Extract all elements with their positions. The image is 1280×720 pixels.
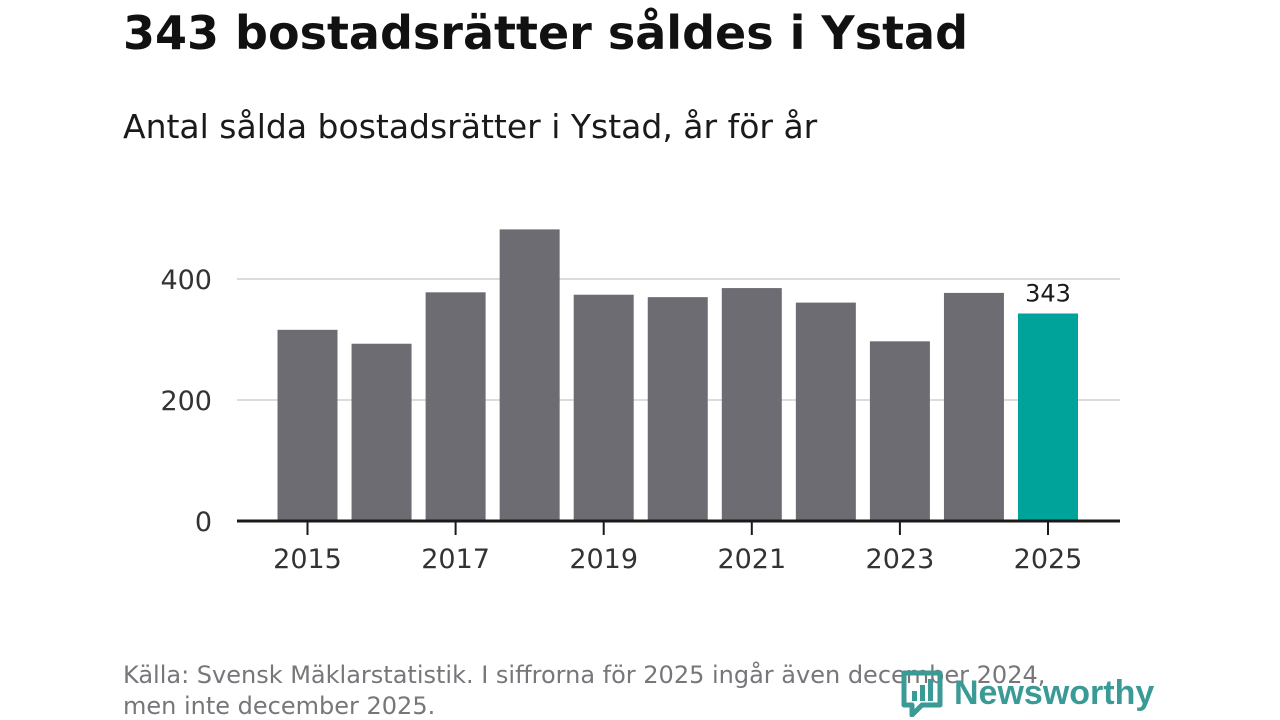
- x-tick-label: 2023: [866, 544, 935, 575]
- source-line-1: Källa: Svensk Mäklarstatistik. I siffror…: [123, 661, 1046, 689]
- source-line-2: men inte december 2025.: [123, 692, 436, 720]
- x-tick-label: 2015: [273, 544, 342, 575]
- bar-2017: [425, 292, 486, 521]
- y-tick-label: 400: [160, 265, 212, 296]
- x-tick-label: 2019: [569, 544, 638, 575]
- bar-2019: [573, 294, 634, 521]
- bar-2018: [499, 229, 560, 521]
- chart-subtitle: Antal sålda bostadsrätter i Ystad, år fö…: [123, 107, 818, 146]
- bar-chart: 0 200 400 343 2015 2017 2019 2021 2023 2025: [160, 229, 1120, 575]
- bar-2016: [351, 343, 412, 521]
- bars: [277, 229, 1078, 521]
- y-tick-label: 200: [160, 386, 212, 417]
- source-note: Källa: Svensk Mäklarstatistik. I siffror…: [123, 660, 1143, 720]
- x-tick-label: 2017: [421, 544, 490, 575]
- data-label-2025: 343: [1025, 279, 1071, 307]
- bar-2020: [647, 297, 708, 521]
- chart-title: 343 bostadsrätter såldes i Ystad: [123, 6, 969, 60]
- bar-chart-logo-icon: [901, 670, 943, 717]
- bar-2023: [869, 341, 930, 521]
- brand-name: Newsworthy: [954, 673, 1155, 712]
- x-tick-label: 2021: [717, 544, 786, 575]
- newsworthy-logo: Newsworthy: [900, 668, 1154, 718]
- bar-2015: [277, 329, 338, 521]
- y-tick-label: 0: [195, 507, 212, 538]
- bar-2021: [721, 288, 782, 521]
- x-axis: [237, 519, 1120, 535]
- x-tick-label: 2025: [1014, 544, 1083, 575]
- bar-2022: [795, 302, 856, 521]
- bar-2025: [1018, 313, 1078, 521]
- tick-labels: 0 200 400 343 2015 2017 2019 2021 2023 2025: [160, 265, 1082, 575]
- bar-2024: [943, 292, 1004, 521]
